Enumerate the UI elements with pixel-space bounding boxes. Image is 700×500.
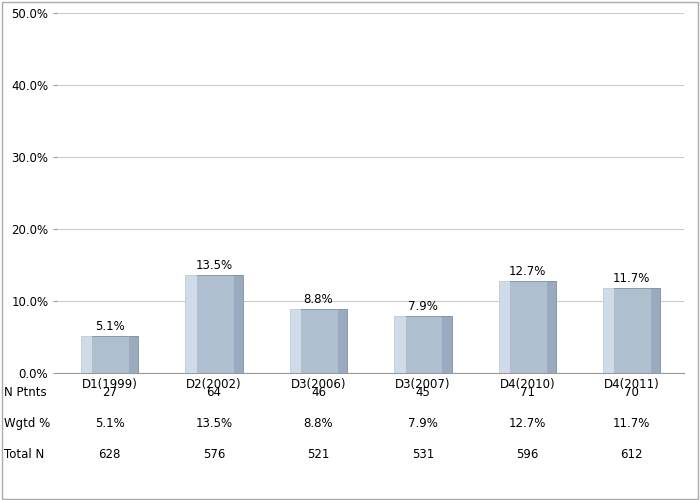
Bar — [651, 288, 660, 372]
Bar — [290, 309, 347, 372]
Text: 12.7%: 12.7% — [509, 417, 546, 430]
Text: 64: 64 — [206, 386, 221, 399]
Text: 70: 70 — [624, 386, 639, 399]
Text: N Ptnts: N Ptnts — [4, 386, 46, 399]
Bar — [234, 276, 243, 372]
Text: 7.9%: 7.9% — [408, 417, 438, 430]
Text: 8.8%: 8.8% — [304, 417, 333, 430]
Text: 45: 45 — [415, 386, 430, 399]
Text: 576: 576 — [203, 448, 225, 461]
Bar — [81, 336, 139, 372]
Bar — [129, 336, 139, 372]
Text: 13.5%: 13.5% — [195, 260, 232, 272]
Bar — [603, 288, 615, 372]
Bar — [186, 276, 243, 372]
Text: 27: 27 — [102, 386, 117, 399]
Text: 11.7%: 11.7% — [613, 417, 650, 430]
Text: 13.5%: 13.5% — [195, 417, 232, 430]
Text: 7.9%: 7.9% — [408, 300, 438, 312]
Bar — [442, 316, 452, 372]
Text: 8.8%: 8.8% — [304, 294, 333, 306]
Text: 612: 612 — [620, 448, 643, 461]
Text: 12.7%: 12.7% — [509, 265, 546, 278]
Text: 521: 521 — [307, 448, 330, 461]
Bar — [498, 281, 510, 372]
Text: 46: 46 — [311, 386, 326, 399]
Text: 531: 531 — [412, 448, 434, 461]
Bar — [186, 276, 197, 372]
Bar — [394, 316, 452, 372]
Text: Total N: Total N — [4, 448, 43, 461]
Text: 71: 71 — [520, 386, 535, 399]
Text: 5.1%: 5.1% — [94, 417, 125, 430]
Text: 596: 596 — [516, 448, 538, 461]
Text: 628: 628 — [99, 448, 121, 461]
Bar — [603, 288, 660, 372]
Bar — [547, 281, 556, 372]
Bar — [81, 336, 92, 372]
Bar — [290, 309, 301, 372]
Bar — [498, 281, 556, 372]
Bar — [394, 316, 405, 372]
Text: 5.1%: 5.1% — [94, 320, 125, 333]
Bar — [338, 309, 347, 372]
Text: Wgtd %: Wgtd % — [4, 417, 50, 430]
Text: 11.7%: 11.7% — [613, 272, 650, 285]
